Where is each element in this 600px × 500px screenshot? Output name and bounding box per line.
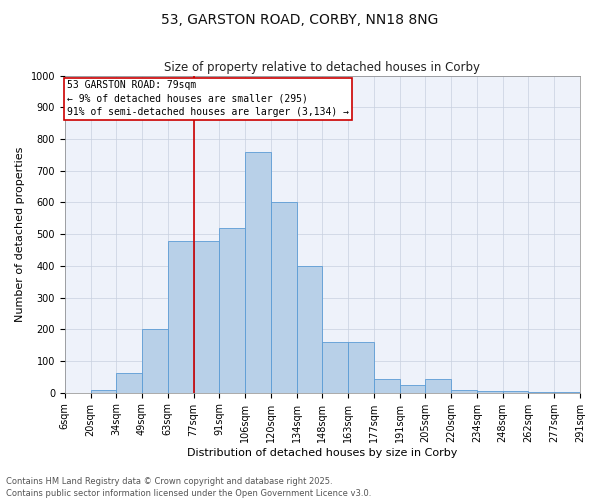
Text: Contains HM Land Registry data © Crown copyright and database right 2025.
Contai: Contains HM Land Registry data © Crown c… — [6, 476, 371, 498]
Bar — [116, 372, 142, 392]
Y-axis label: Number of detached properties: Number of detached properties — [15, 146, 25, 322]
Bar — [168, 240, 194, 392]
Bar — [348, 342, 374, 392]
Bar — [451, 390, 477, 392]
Bar — [425, 380, 451, 392]
Bar — [271, 202, 296, 392]
Bar — [245, 152, 271, 392]
Bar — [322, 342, 348, 392]
Bar — [220, 228, 245, 392]
Title: Size of property relative to detached houses in Corby: Size of property relative to detached ho… — [164, 62, 481, 74]
Bar — [194, 240, 220, 392]
Text: 53 GARSTON ROAD: 79sqm
← 9% of detached houses are smaller (295)
91% of semi-det: 53 GARSTON ROAD: 79sqm ← 9% of detached … — [67, 80, 349, 117]
Bar — [91, 390, 116, 392]
Bar — [296, 266, 322, 392]
Bar — [477, 391, 503, 392]
Text: 53, GARSTON ROAD, CORBY, NN18 8NG: 53, GARSTON ROAD, CORBY, NN18 8NG — [161, 12, 439, 26]
Bar — [400, 385, 425, 392]
Bar — [142, 330, 168, 392]
Bar — [503, 391, 529, 392]
X-axis label: Distribution of detached houses by size in Corby: Distribution of detached houses by size … — [187, 448, 458, 458]
Bar — [374, 380, 400, 392]
